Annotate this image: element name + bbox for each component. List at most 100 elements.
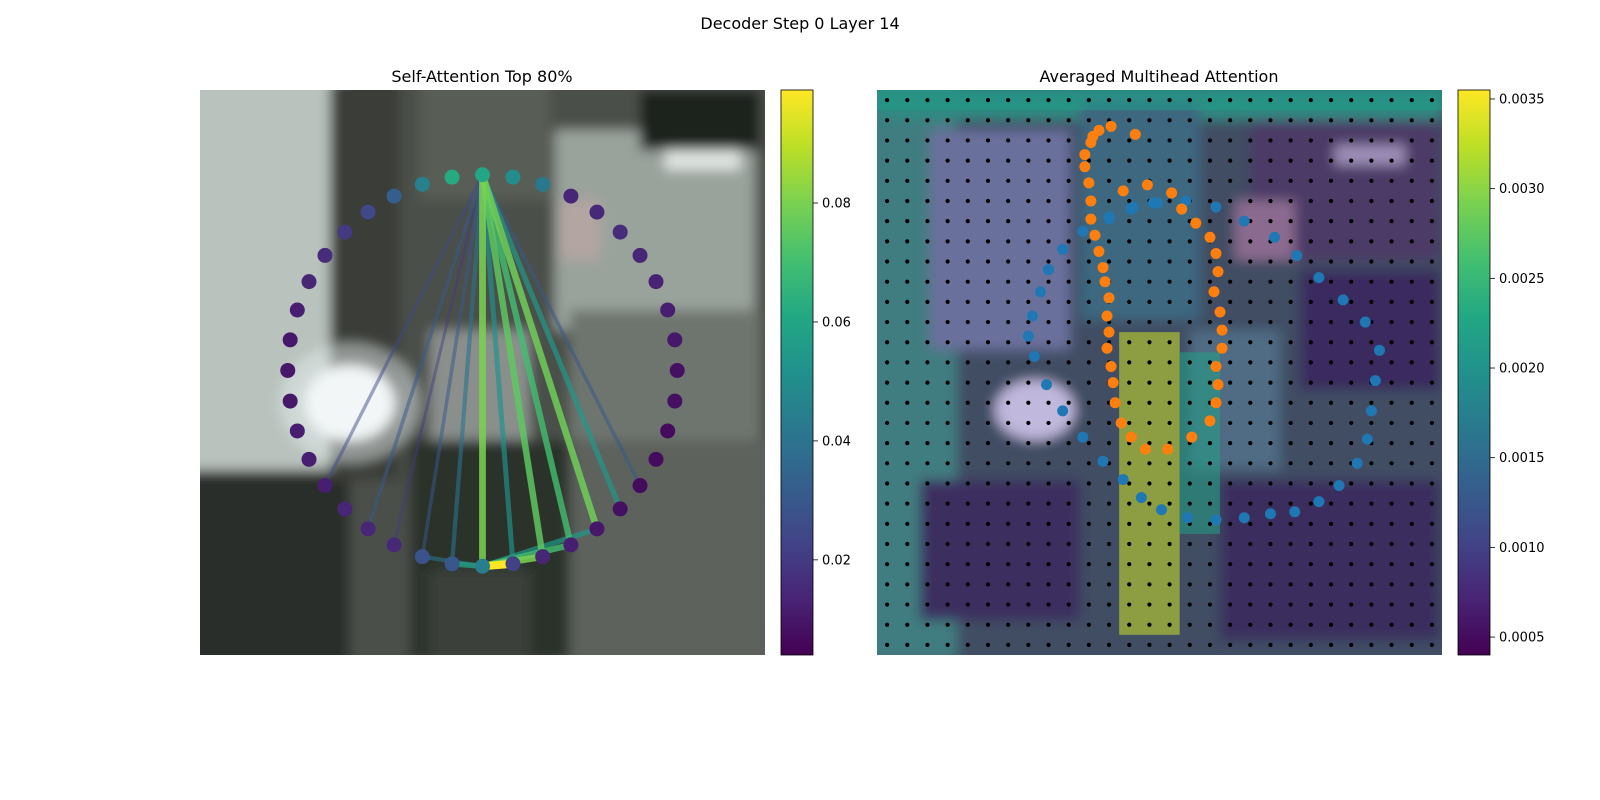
grid-dot — [945, 158, 950, 163]
grid-dot — [1046, 622, 1051, 627]
grid-dot — [1409, 219, 1414, 224]
grid-dot — [1026, 541, 1031, 547]
grid-dot — [1026, 562, 1031, 567]
grid-dot — [1328, 521, 1334, 526]
grid-dot — [1046, 319, 1051, 325]
grid-dot — [1429, 178, 1435, 183]
grid-dot — [1328, 501, 1334, 506]
blue-point — [1057, 405, 1069, 417]
grid-dot — [1066, 380, 1071, 385]
grid-dot — [1167, 541, 1172, 547]
grid-dot — [1006, 582, 1011, 587]
multihead-attention-title: Averaged Multihead Attention — [1040, 67, 1279, 86]
grid-dot — [905, 501, 910, 506]
grid-dot — [1207, 360, 1213, 365]
colorbar-tick-label: 0.08 — [822, 197, 851, 212]
grid-dot — [905, 541, 910, 547]
grid-dot — [1106, 441, 1112, 446]
grid-dot — [1026, 299, 1031, 304]
grid-dot — [1429, 340, 1435, 345]
attention-node — [612, 501, 628, 517]
grid-dot — [1429, 198, 1435, 204]
attention-edge — [479, 171, 601, 533]
grid-dot — [1147, 138, 1152, 143]
grid-dot — [1349, 319, 1354, 325]
grid-dot — [945, 420, 950, 426]
grid-dot — [1369, 198, 1374, 204]
grid-dot — [1288, 319, 1293, 325]
grid-dot — [884, 642, 890, 648]
grid-dot — [1147, 299, 1152, 304]
grid-dot — [1127, 158, 1132, 163]
grid-dot — [1228, 239, 1233, 244]
grid-dot — [1409, 400, 1414, 405]
grid-dot — [1268, 602, 1273, 607]
grid-dot — [925, 138, 930, 143]
grid-dot — [1349, 259, 1354, 264]
grid-dot — [1167, 602, 1172, 607]
grid-dot — [1086, 441, 1091, 446]
grid-dot — [1046, 441, 1051, 446]
orange-point — [1162, 443, 1174, 455]
grid-dot — [1046, 501, 1051, 506]
orange-point — [1103, 326, 1115, 338]
multihead-attention-colorbar: 0.0005 0.0010 0.0015 0.0020 0.0025 0.0030 0.00… — [1457, 89, 1545, 656]
grid-dot — [925, 299, 930, 304]
grid-dot — [1127, 239, 1132, 244]
grid-dot — [1187, 279, 1192, 284]
grid-dot — [1389, 501, 1394, 506]
grid-dot — [1026, 481, 1031, 486]
grid-dot — [1187, 340, 1192, 345]
grid-dot — [1167, 158, 1172, 163]
grid-dot — [1207, 481, 1213, 486]
attention-node — [289, 423, 305, 439]
grid-dot — [1066, 562, 1071, 567]
grid-dot — [905, 319, 910, 325]
grid-dot — [1228, 582, 1233, 587]
grid-dot — [1429, 380, 1435, 385]
grid-dot — [1006, 279, 1011, 284]
grid-dot — [1006, 400, 1011, 405]
grid-dot — [1228, 642, 1233, 648]
grid-dot — [1288, 158, 1293, 163]
grid-dot — [1248, 158, 1253, 163]
grid-dot — [1086, 420, 1091, 426]
grid-dot — [1006, 360, 1011, 365]
grid-dot — [1207, 219, 1213, 224]
grid-dot — [884, 461, 890, 466]
grid-dot — [1308, 501, 1313, 506]
grid-dot — [1046, 541, 1051, 547]
grid-dot — [884, 400, 890, 405]
self-attention-title: Self-Attention Top 80% — [391, 67, 572, 86]
grid-dot — [985, 279, 991, 284]
grid-dot — [1147, 319, 1152, 325]
grid-dot — [1006, 118, 1011, 123]
colorbar-tick-label: 0.04 — [822, 434, 851, 449]
grid-dot — [1369, 420, 1374, 426]
grid-dot — [1308, 279, 1313, 284]
grid-dot — [1006, 380, 1011, 385]
grid-dot — [1409, 239, 1414, 244]
grid-dot — [925, 360, 930, 365]
grid-dot — [1389, 239, 1394, 244]
blue-point — [1151, 197, 1163, 209]
grid-dot — [905, 441, 910, 446]
grid-dot — [1086, 642, 1091, 648]
grid-dot — [1268, 219, 1273, 224]
grid-dot — [905, 582, 910, 587]
blue-point — [1313, 272, 1325, 284]
grid-dot — [1127, 481, 1132, 486]
grid-dot — [1369, 582, 1374, 587]
grid-dot — [1167, 380, 1172, 385]
grid-dot — [1328, 158, 1334, 163]
grid-dot — [1409, 97, 1414, 103]
grid-dot — [985, 219, 991, 224]
grid-dot — [965, 239, 970, 244]
grid-dot — [1429, 279, 1435, 284]
grid-dot — [1409, 501, 1414, 506]
grid-dot — [1389, 299, 1394, 304]
grid-dot — [1389, 340, 1394, 345]
grid-dot — [1167, 259, 1172, 264]
orange-point — [1103, 292, 1115, 304]
grid-dot — [965, 178, 970, 183]
